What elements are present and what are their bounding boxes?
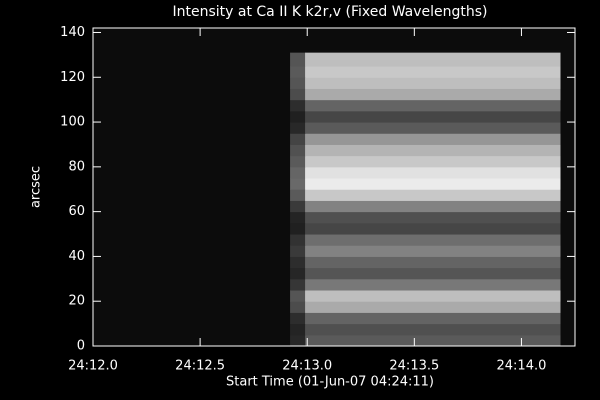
heatmap-cell (290, 110, 306, 123)
heatmap-cell (305, 267, 561, 280)
heatmap-cell (290, 66, 306, 78)
y-tick-label: 140 (60, 25, 85, 40)
x-tick-label: 24:13.0 (282, 359, 332, 374)
heatmap-cell (290, 312, 306, 325)
heatmap-cell (290, 99, 306, 112)
x-axis-label: Start Time (01-Jun-07 04:24:11) (226, 375, 434, 390)
heatmap-cell (290, 144, 306, 157)
heatmap-cell (290, 211, 306, 224)
heatmap-cell (305, 222, 561, 235)
x-tick-label: 24:13.5 (389, 359, 439, 374)
heatmap-cell (305, 245, 561, 257)
heatmap-cell (305, 166, 561, 179)
y-tick-label: 20 (68, 294, 85, 309)
y-tick-label: 40 (68, 249, 85, 264)
heatmap-cell (305, 110, 561, 123)
heatmap-cell (305, 290, 561, 302)
heatmap-cell (290, 290, 306, 302)
heatmap-cell (305, 323, 561, 336)
heatmap-cell (290, 278, 306, 291)
heatmap-cell (290, 178, 306, 190)
heatmap-cell (290, 200, 306, 213)
heatmap-cell (290, 245, 306, 257)
heatmap-cell (305, 178, 561, 190)
plot-frame (92, 27, 576, 347)
chart-title: Intensity at Ca II K k2r,v (Fixed Wavele… (173, 4, 488, 20)
heatmap-cell (305, 88, 561, 101)
heatmap (290, 52, 561, 347)
heatmap-cell (305, 133, 561, 145)
heatmap-cell (290, 256, 306, 269)
heatmap-cell (305, 234, 561, 246)
heatmap-cell (290, 301, 306, 313)
heatmap-cell (290, 88, 306, 101)
y-axis-label: arcsec (29, 166, 44, 208)
heatmap-cell (305, 66, 561, 78)
heatmap-cell (305, 189, 561, 201)
y-tick-label: 80 (68, 159, 85, 174)
x-tick-label: 24:12.5 (175, 359, 225, 374)
y-tick-label: 0 (77, 339, 85, 354)
heatmap-cell (305, 122, 561, 134)
heatmap-cell (290, 155, 306, 168)
heatmap-cell (290, 166, 306, 179)
heatmap-cell (305, 312, 561, 325)
y-tick-label: 120 (60, 70, 85, 85)
x-tick-label: 24:14.0 (497, 359, 547, 374)
heatmap-cell (290, 133, 306, 145)
heatmap-cell (290, 334, 306, 347)
x-tick-label: 24:12.0 (68, 359, 118, 374)
heatmap-cell (305, 200, 561, 213)
heatmap-cell (290, 52, 306, 67)
heatmap-cell (305, 256, 561, 269)
heatmap-cell (305, 301, 561, 313)
heatmap-cell (290, 267, 306, 280)
heatmap-cell (305, 77, 561, 89)
heatmap-cell (290, 189, 306, 201)
axes: 24:12.0 24:12.5 24:13.0 24:13.5 24:14.0 0 20 40… (60, 25, 576, 374)
heatmap-cell (305, 334, 561, 347)
heatmap-cell (305, 211, 561, 224)
y-tick-label: 100 (60, 115, 85, 130)
heatmap-cell (290, 323, 306, 336)
heatmap-cell (305, 52, 561, 67)
heatmap-cell (290, 122, 306, 134)
heatmap-cell (290, 222, 306, 235)
heatmap-cell (290, 77, 306, 89)
y-tick-label: 60 (68, 204, 85, 219)
heatmap-cell (305, 144, 561, 157)
heatmap-cell (290, 234, 306, 246)
heatmap-cell (305, 278, 561, 291)
heatmap-cell (305, 99, 561, 112)
heatmap-cell (305, 155, 561, 168)
